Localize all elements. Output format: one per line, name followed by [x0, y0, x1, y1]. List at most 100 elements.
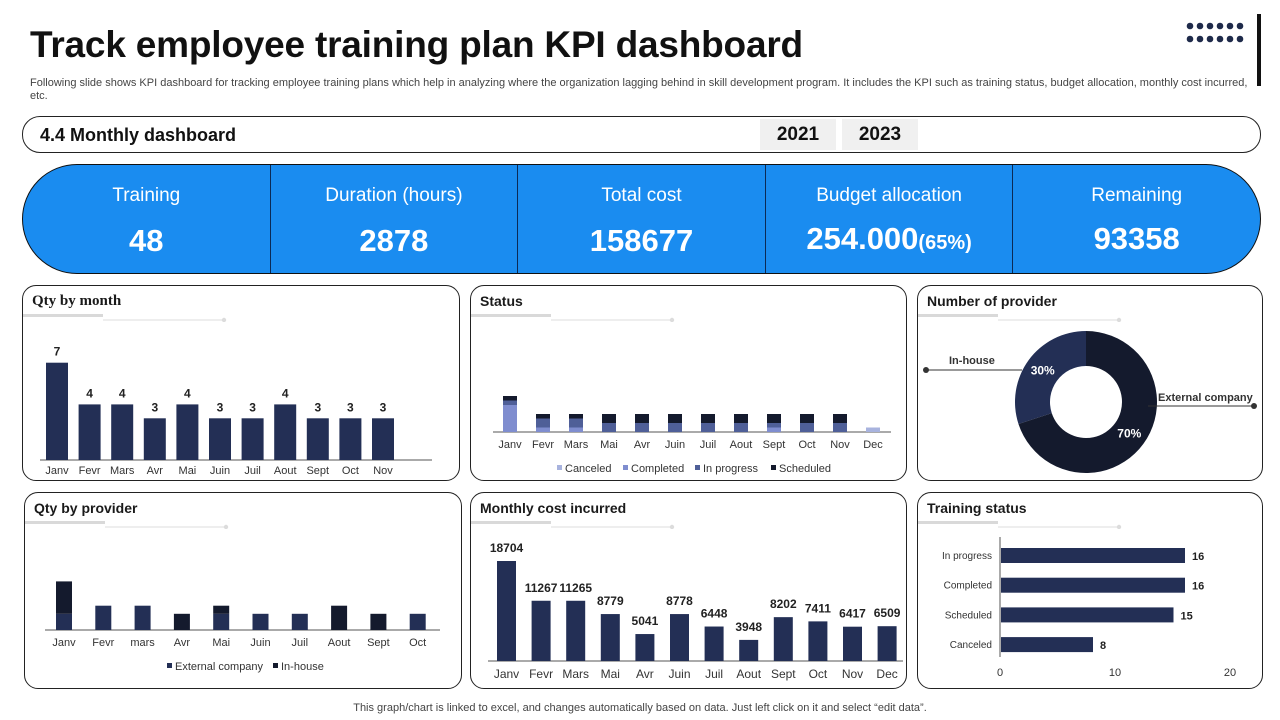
bar — [531, 600, 551, 661]
bar-segment — [331, 605, 348, 630]
data-label: 3 — [347, 400, 354, 414]
tick-label: Janv — [494, 667, 519, 681]
tick-label: Fevr — [79, 465, 101, 477]
bar-segment — [536, 418, 550, 428]
panel-title: Monthly cost incurred — [480, 500, 627, 516]
bar-segment — [213, 613, 230, 630]
bar-segment — [635, 423, 649, 432]
bar — [566, 600, 586, 661]
tick-label: Juil — [292, 637, 309, 649]
legend-label: External company — [175, 661, 264, 673]
data-label: 7411 — [805, 601, 831, 615]
dots-grid-icon — [1186, 22, 1244, 43]
bar-segment — [536, 427, 550, 432]
bar — [209, 418, 231, 460]
bar-segment — [833, 423, 847, 432]
data-label: 8 — [1100, 640, 1106, 652]
status-chart: Janv Fevr Mars Mai Avr Juin Juil Aout Sept Oct Nov… — [493, 396, 891, 475]
decorative-side-bar — [1257, 14, 1261, 86]
kpi-band: Training 48 Duration (hours) 2878 Total … — [22, 164, 1261, 274]
tick-label: Scheduled — [945, 610, 992, 621]
legend-swatch — [771, 465, 776, 470]
data-label: 8779 — [597, 594, 624, 608]
year-tab-2023[interactable]: 2023 — [842, 119, 918, 150]
pie-label: In-house — [949, 355, 995, 367]
panel-qty-by-provider: Janv Fevr mars Avr Mai Juin Juil Aout Sept Oct Ext… — [24, 492, 462, 689]
tick-label: 20 — [1224, 667, 1236, 679]
bar-segment — [800, 423, 814, 432]
tick-label: Sept — [771, 667, 796, 681]
bar — [1001, 607, 1174, 623]
bar-segment — [95, 605, 112, 630]
bar — [704, 626, 724, 661]
year-tab-2021[interactable]: 2021 — [760, 119, 836, 150]
bar — [46, 362, 68, 460]
tick-label: Mai — [601, 667, 620, 681]
bar-segment — [56, 613, 72, 630]
slice-label: 30% — [1031, 364, 1055, 378]
data-label: 18704 — [490, 541, 524, 555]
tick-label: Mars — [562, 667, 589, 681]
tick-label: Canceled — [950, 640, 992, 651]
bar — [306, 418, 329, 460]
bar-segment — [767, 423, 781, 428]
bar-segment — [503, 400, 517, 405]
data-label: 6448 — [701, 607, 728, 621]
bar-segment — [569, 418, 583, 428]
kpi-label: Training — [112, 185, 181, 206]
bar-segment — [767, 414, 781, 423]
legend-swatch — [623, 465, 628, 470]
bar-segment — [291, 613, 308, 630]
tick-label: Avr — [636, 667, 654, 681]
legend-swatch — [695, 465, 700, 470]
pie-slice — [1018, 331, 1157, 473]
tick-label: Aout — [328, 637, 351, 649]
bar — [274, 404, 297, 460]
kpi-value: 93358 — [1093, 221, 1180, 256]
data-label: 3 — [151, 400, 158, 414]
dashboard-header: 4.4 Monthly dashboard 2021 2023 — [22, 116, 1261, 153]
data-label: 11265 — [559, 581, 592, 595]
data-label: 8778 — [666, 594, 693, 608]
bar — [1001, 637, 1093, 653]
title-underline — [471, 521, 675, 529]
data-label: 3 — [217, 400, 224, 414]
bar-segment — [602, 423, 616, 432]
tick-label: Nov — [830, 439, 850, 451]
bar-segment — [56, 581, 72, 614]
tick-label: Oct — [798, 439, 815, 451]
kpi-budget-value: 254.000 — [806, 221, 919, 256]
legend-label: Scheduled — [779, 463, 831, 475]
legend-swatch — [557, 465, 562, 470]
kpi-label: Budget allocation — [816, 185, 962, 206]
kpi-label: Duration (hours) — [325, 185, 463, 206]
bar-segment — [800, 414, 814, 423]
bar-segment — [668, 423, 682, 432]
data-label: 8202 — [770, 597, 797, 611]
qty-by-provider-chart: Janv Fevr mars Avr Mai Juin Juil Aout Sept Oct Ext… — [45, 581, 440, 673]
leader-dot — [1251, 403, 1257, 409]
tick-label: Juil — [244, 465, 261, 477]
tick-label: Juil — [705, 667, 723, 681]
kpi-label: Remaining — [1091, 185, 1183, 206]
tick-label: Avr — [147, 465, 164, 477]
title-underline — [25, 521, 229, 529]
panel-qty-by-month: 7 Janv 4 Fevr 4 Mars 3 Avr 4 Mai 3 Juin 3 Juil 4 Aout 3 S… — [22, 285, 460, 481]
bar — [843, 626, 862, 661]
data-label: 6509 — [874, 606, 901, 620]
bar — [372, 418, 394, 460]
bar-segment — [767, 427, 781, 432]
training-status-chart: 16 In progress 16 Completed 15 Scheduled 8 Canc… — [942, 537, 1236, 679]
tick-label: Juil — [700, 439, 717, 451]
bar-segment — [635, 414, 649, 423]
tick-label: Mai — [212, 637, 230, 649]
tick-label: Juin — [210, 465, 230, 477]
kpi-label: Total cost — [601, 185, 682, 206]
pie-label: External company — [1158, 392, 1254, 404]
bar — [808, 621, 828, 661]
data-label: 16 — [1192, 551, 1204, 563]
panel-title: Qty by month — [32, 293, 122, 309]
tick-label: Dec — [863, 439, 883, 451]
tick-label: Janv — [498, 439, 522, 451]
tick-label: Oct — [809, 667, 828, 681]
